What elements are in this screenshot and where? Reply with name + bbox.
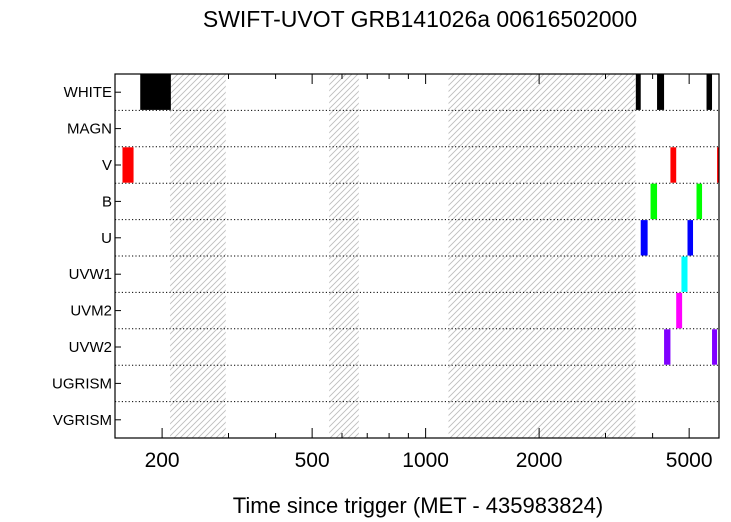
exposure-bar-v-5 bbox=[122, 147, 134, 183]
hatched-gaps bbox=[170, 74, 636, 438]
exposure-bar-uvw2-15 bbox=[712, 329, 718, 365]
plot-frame bbox=[114, 73, 720, 439]
row-label-v: V bbox=[102, 157, 112, 174]
row-label-white: WHITE bbox=[64, 84, 112, 101]
x-axis-label: Time since trigger (MET - 435983824) bbox=[233, 493, 604, 518]
row-labels: WHITE MAGN V B U UVW1 UVM2 UVW2 UGRISM VGRISM bbox=[52, 84, 121, 429]
exposure-bar-b-9 bbox=[696, 183, 703, 220]
exposure-bar-v-7 bbox=[717, 147, 719, 183]
row-label-magn: MAGN bbox=[67, 121, 112, 138]
chart-title: SWIFT-UVOT GRB141026a 00616502000 bbox=[203, 6, 637, 32]
exposure-bar-u-10 bbox=[640, 220, 648, 256]
row-label-u: U bbox=[101, 230, 112, 247]
row-label-ugrism: UGRISM bbox=[52, 375, 112, 392]
exposure-bar-b-8 bbox=[650, 183, 658, 220]
x-tick-label-500: 500 bbox=[295, 449, 330, 472]
exposure-bar-uvw1-12 bbox=[681, 256, 688, 292]
exposure-bar-v-6 bbox=[670, 147, 677, 183]
row-label-uvm2: UVM2 bbox=[70, 303, 112, 320]
x-tick-label-1000: 1000 bbox=[402, 449, 449, 472]
exposure-bar-white-3 bbox=[657, 74, 665, 110]
row-label-b: B bbox=[102, 193, 112, 210]
exposure-bar-uvw2-14 bbox=[664, 329, 671, 365]
gap-region-1 bbox=[170, 74, 226, 438]
exposure-bar-u-11 bbox=[687, 220, 694, 256]
exposure-bar-white-1 bbox=[140, 74, 171, 110]
x-axis-ticks: 200 500 1000 2000 5000 bbox=[145, 74, 720, 472]
x-tick-label-5000: 5000 bbox=[666, 449, 713, 472]
exposure-bar-white-2 bbox=[635, 74, 641, 110]
row-gridlines bbox=[115, 109, 719, 403]
exposure-bar-uvm2-13 bbox=[676, 292, 683, 329]
exposure-bar-white-4 bbox=[706, 74, 713, 110]
x-tick-label-2000: 2000 bbox=[516, 449, 563, 472]
x-tick-label-200: 200 bbox=[145, 449, 180, 472]
row-label-vgrism: VGRISM bbox=[53, 412, 112, 429]
row-label-uvw2: UVW2 bbox=[69, 339, 112, 356]
row-label-uvw1: UVW1 bbox=[69, 266, 112, 283]
exposure-bars bbox=[122, 74, 719, 365]
